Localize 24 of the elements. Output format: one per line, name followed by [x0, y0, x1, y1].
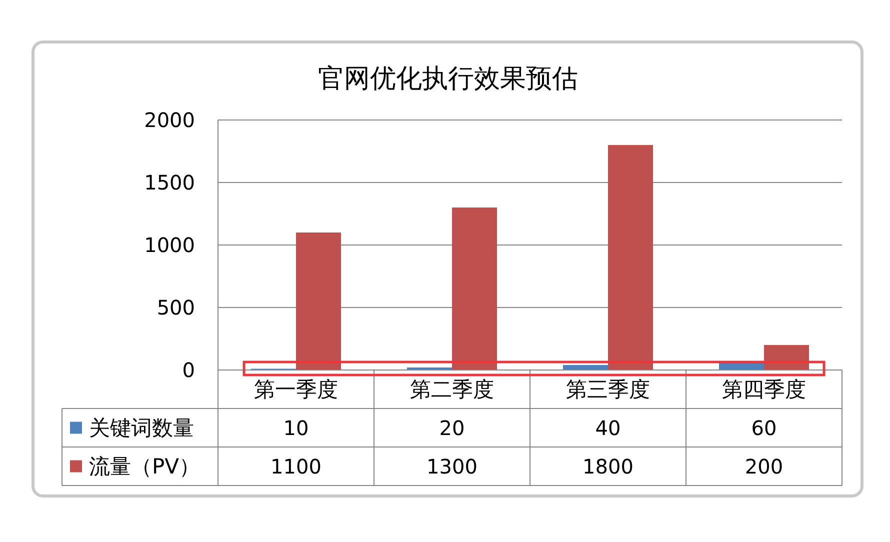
bar — [452, 208, 497, 370]
data-label: 1100 — [270, 454, 322, 478]
y-tick-label: 1500 — [144, 170, 195, 194]
bar — [296, 232, 341, 370]
data-label: 20 — [439, 416, 465, 440]
data-label: 10 — [283, 416, 309, 440]
bar — [608, 145, 653, 370]
legend-label: 流量（PV） — [89, 454, 200, 478]
data-label: 60 — [751, 416, 777, 440]
y-tick-label: 0 — [182, 358, 195, 382]
legend-label: 关键词数量 — [89, 416, 194, 440]
data-label: 40 — [595, 416, 621, 440]
y-tick-label: 2000 — [144, 108, 195, 132]
y-tick-label: 1000 — [144, 233, 195, 257]
data-label: 1800 — [582, 454, 634, 478]
y-tick-label: 500 — [156, 296, 195, 320]
x-tick-label: 第一季度 — [254, 377, 338, 402]
chart-title: 官网优化执行效果预估 — [318, 64, 578, 94]
x-tick-label: 第四季度 — [722, 377, 806, 402]
x-tick-label: 第三季度 — [566, 377, 650, 402]
x-tick-label: 第二季度 — [410, 377, 494, 402]
data-label: 200 — [744, 454, 784, 478]
data-label: 1300 — [426, 454, 478, 478]
bar — [563, 365, 608, 370]
